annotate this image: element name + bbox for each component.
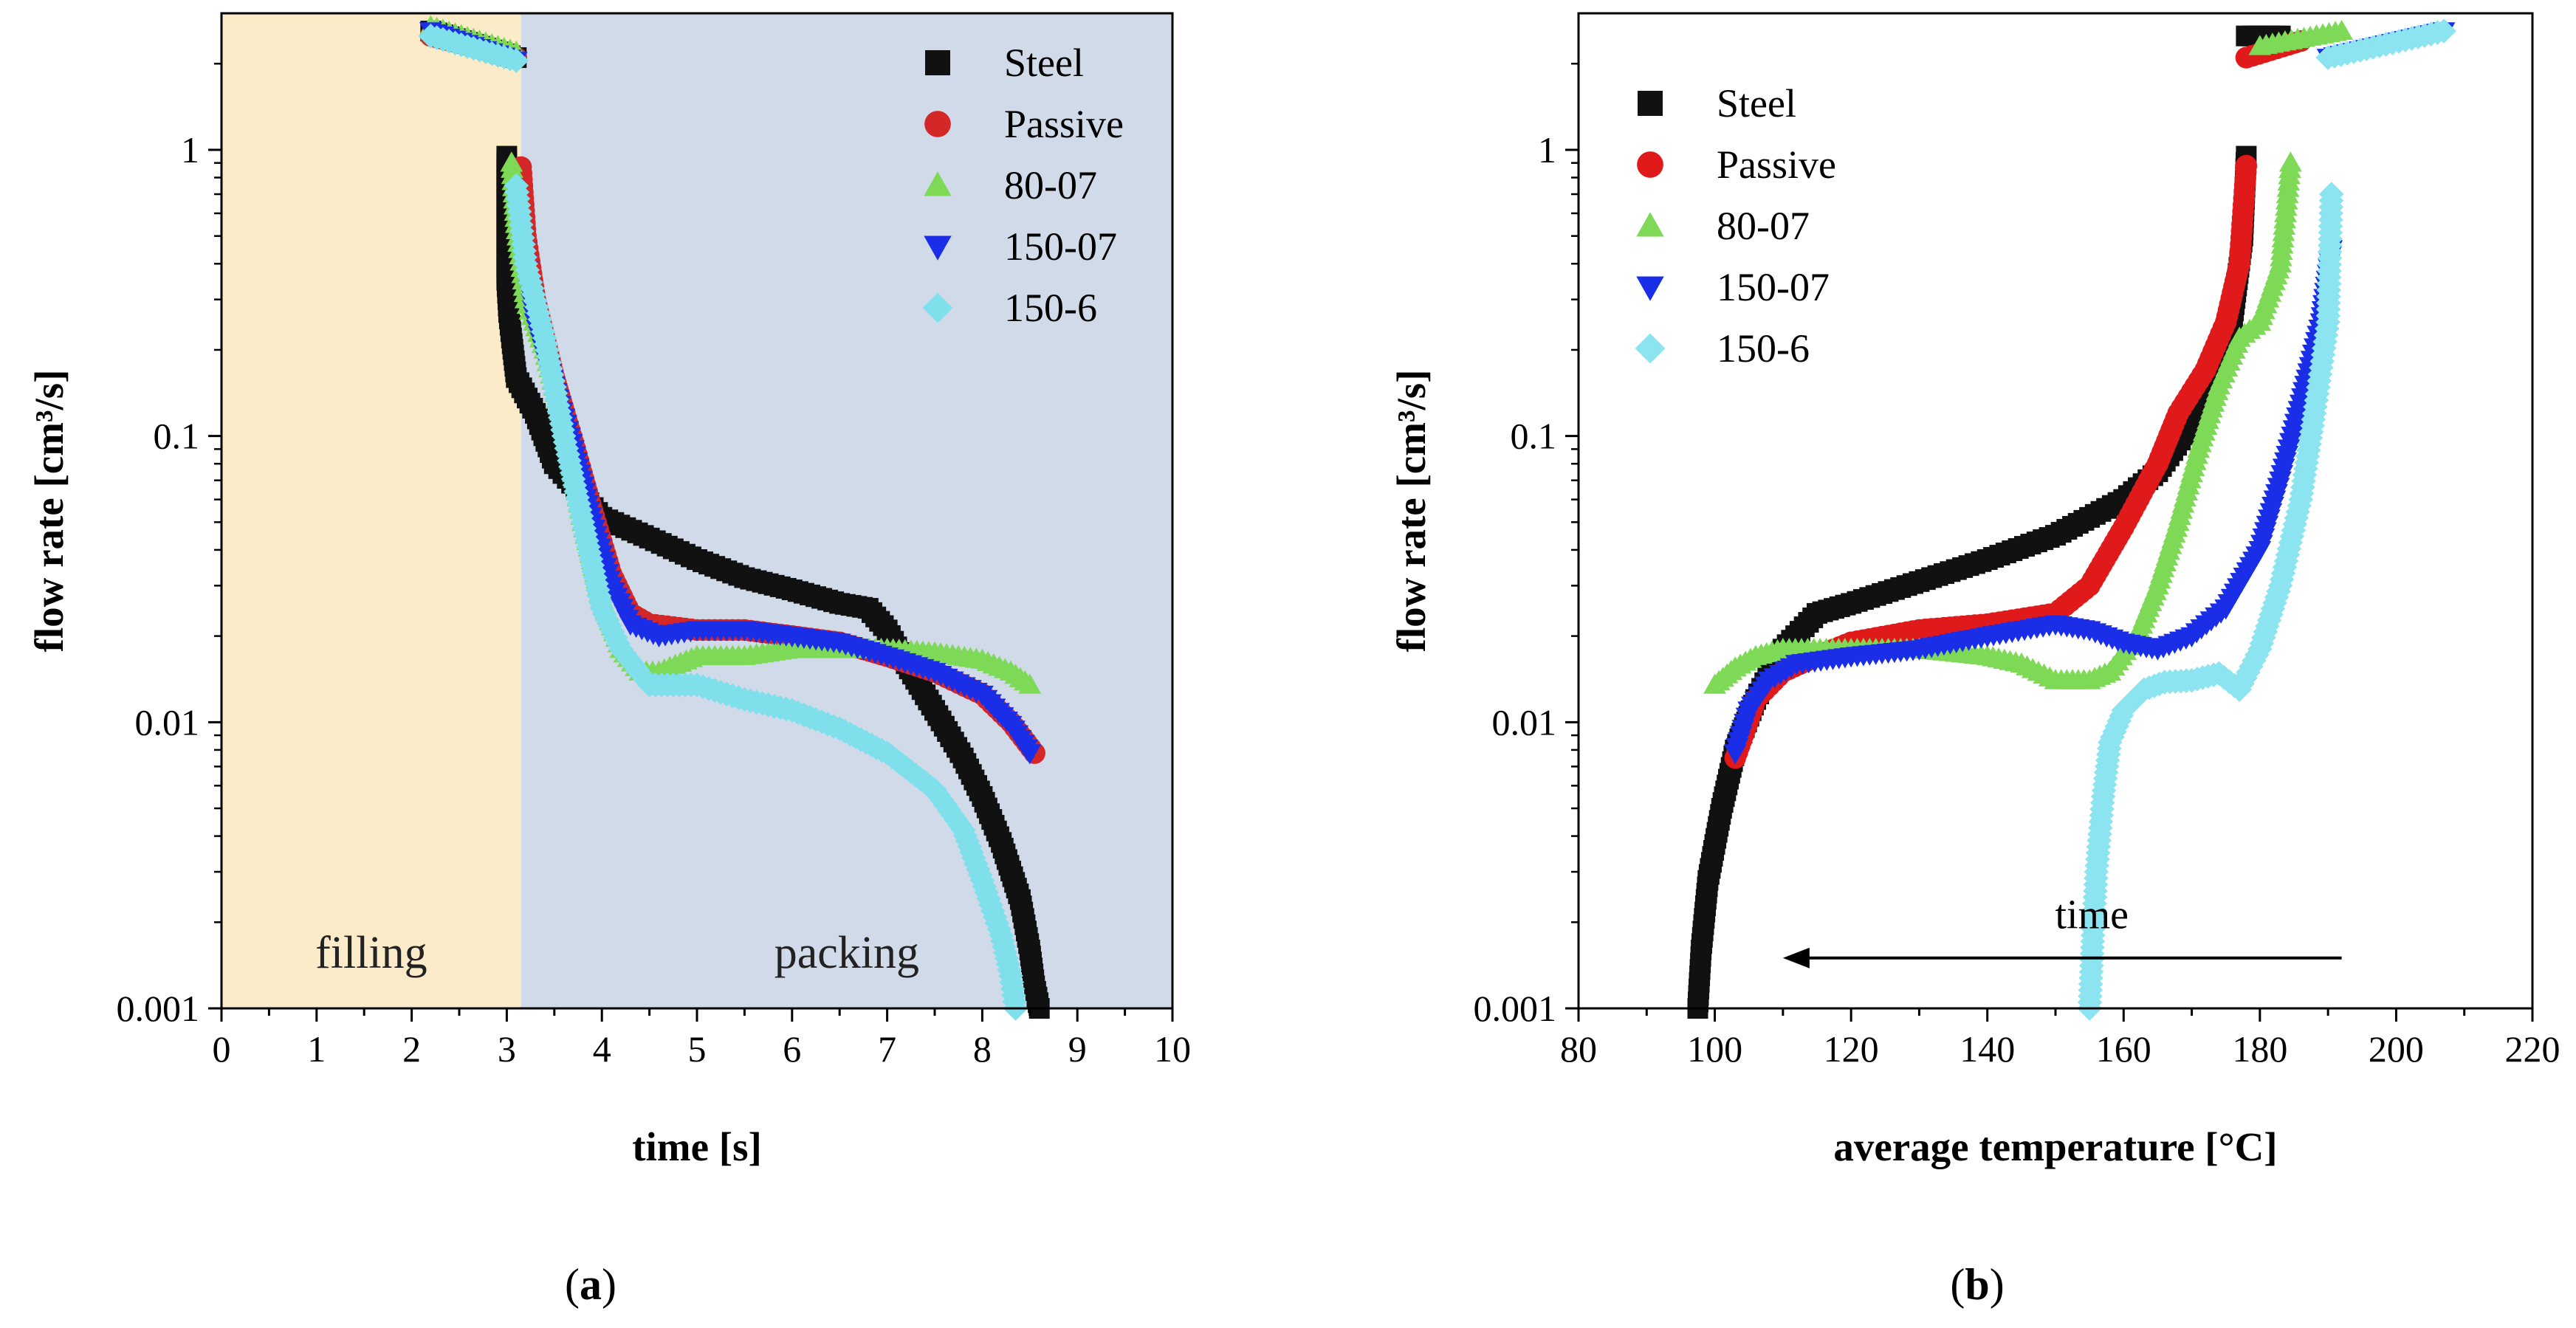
legend-label-Steel: Steel [1717, 81, 1796, 125]
y-tick-label: 0.1 [154, 416, 200, 457]
data-point [504, 48, 529, 73]
legend-label-Passive: Passive [1717, 142, 1836, 187]
legend-marker-150-07 [1636, 276, 1664, 301]
x-axis-label: time [s] [632, 1124, 762, 1169]
time-arrow-head [1782, 947, 1810, 969]
x-tick-label: 9 [1068, 1028, 1087, 1070]
chart-panel-a: filling packing 0 1 2 3 4 5 6 7 8 9 10 1 0.1 0.01 0.001 t… [27, 12, 1191, 1309]
x-tick-label: 140 [1960, 1028, 2015, 1070]
x-tick-label: 7 [878, 1028, 896, 1070]
data-point [2431, 18, 2456, 44]
x-tick-label: 4 [593, 1028, 611, 1070]
y-tick-label: 0.01 [135, 701, 200, 743]
x-tick-label: 220 [2505, 1028, 2560, 1070]
y-tick-label: 0.1 [1511, 416, 1557, 457]
data-point [2278, 151, 2302, 172]
legend-marker-Passive [1637, 151, 1663, 178]
data-point [1018, 744, 1042, 765]
series-150-6 [2077, 18, 2456, 1021]
y-tick-label: 0.001 [1474, 988, 1557, 1029]
x-tick-label: 80 [1560, 1028, 1597, 1070]
legend-label-80-07: 80-07 [1004, 163, 1097, 207]
region-label-packing: packing [774, 928, 919, 978]
series-150-07 [1723, 22, 2456, 765]
x-tick-label: 1 [307, 1028, 326, 1070]
data-point [2330, 19, 2353, 40]
x-tick-label: 5 [688, 1028, 707, 1070]
x-tick-label: 10 [1154, 1028, 1191, 1070]
x-tick-label: 2 [402, 1028, 421, 1070]
legend-label-150-07: 150-07 [1717, 265, 1830, 309]
legend-marker-150-6 [1635, 333, 1666, 364]
data-point [1018, 673, 1042, 694]
legend-label-80-07: 80-07 [1717, 204, 1810, 248]
legend-marker-Steel [925, 50, 950, 75]
data-point [2318, 182, 2344, 207]
y-tick-label: 1 [1538, 129, 1556, 171]
time-annotation-label: time [2055, 892, 2129, 938]
legend-label-150-6: 150-6 [1004, 286, 1097, 330]
legend-marker-150-6 [922, 292, 953, 323]
data-point [2235, 154, 2258, 177]
y-tick-label: 0.001 [117, 988, 200, 1029]
x-tick-label: 0 [213, 1028, 231, 1070]
panel-caption: (b) [1950, 1260, 2004, 1309]
x-tick-label: 200 [2369, 1028, 2424, 1070]
legend: Steel Passive 80-07 150-07 150-6 [922, 41, 1124, 330]
legend-label-150-6: 150-6 [1717, 326, 1810, 371]
x-tick-label: 8 [973, 1028, 992, 1070]
x-tick-label: 3 [498, 1028, 516, 1070]
legend: Steel Passive 80-07 150-07 150-6 [1635, 81, 1836, 371]
legend-label-Passive: Passive [1004, 102, 1124, 146]
region-label-filling: filling [315, 928, 427, 978]
x-tick-label: 160 [2096, 1028, 2151, 1070]
region-packing [521, 13, 1172, 1008]
series-150-6 [418, 23, 1028, 1021]
legend-label-Steel: Steel [1004, 41, 1084, 85]
x-tick-label: 180 [2232, 1028, 2287, 1070]
legend-marker-Steel [1638, 91, 1663, 116]
x-axis-label: average temperature [°C] [1833, 1124, 2277, 1169]
y-tick-label: 0.01 [1492, 701, 1557, 743]
region-filling [221, 13, 521, 1008]
legend-marker-150-07 [924, 235, 952, 261]
x-tick-label: 6 [783, 1028, 801, 1070]
legend-marker-80-07 [1636, 212, 1664, 237]
legend-marker-80-07 [924, 171, 952, 196]
chart-panel-b: 80 100 120 140 160 180 200 220 1 0.1 0.01 0.001 aver… [1389, 12, 2560, 1309]
panel-caption: (a) [565, 1260, 616, 1309]
y-tick-label: 1 [181, 129, 199, 171]
y-axis-label: flow rate [cm³/s] [27, 370, 72, 653]
x-tick-label: 100 [1687, 1028, 1742, 1070]
y-axis-label: flow rate [cm³/s] [1389, 370, 1434, 653]
legend-marker-Passive [924, 111, 951, 137]
legend-label-150-07: 150-07 [1004, 224, 1117, 269]
x-tick-label: 120 [1824, 1028, 1879, 1070]
